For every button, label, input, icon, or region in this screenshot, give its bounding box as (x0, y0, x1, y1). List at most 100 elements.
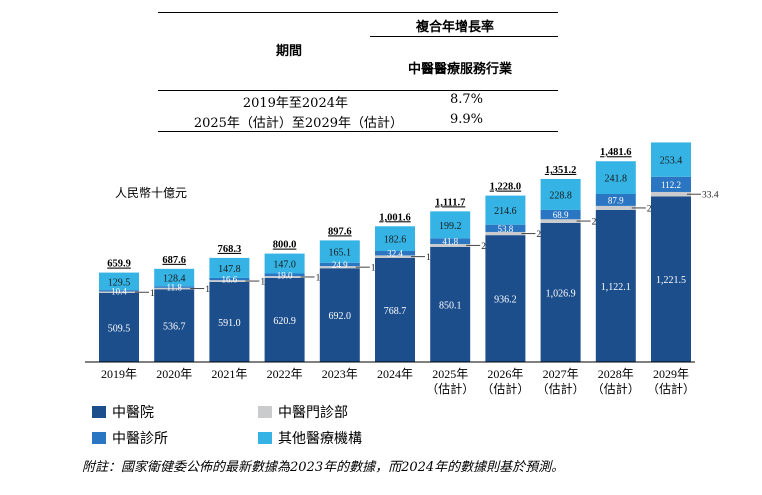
total-label: 1,351.2 (545, 165, 577, 176)
bar-segment (485, 235, 526, 362)
bar-segment (99, 292, 139, 362)
bar-segment (319, 266, 360, 269)
bar-segment (651, 191, 691, 197)
data-label: 936.2 (494, 295, 517, 306)
data-label: 87.9 (608, 195, 624, 205)
x-tick-sublabel: （估計） (592, 381, 640, 396)
footnote: 附註：國家衛健委公佈的最新數據為2023年的數據，而2024年的數據則基於預測。 (82, 460, 565, 475)
x-tick-label: 2028年 (598, 367, 634, 381)
data-label: 241.8 (605, 174, 628, 185)
bar-segment (540, 209, 581, 220)
data-label: 112.2 (661, 180, 681, 190)
bar-segment (595, 209, 636, 362)
legend-label: 中醫診所 (112, 431, 168, 447)
table-header-cagr: 複合年增長率 (416, 20, 495, 35)
data-label: 147.0 (273, 260, 296, 271)
x-tick-label: 2020年 (156, 367, 192, 381)
data-label: 620.9 (273, 316, 296, 327)
legend-swatch (258, 432, 272, 444)
bar-segment (595, 161, 636, 195)
data-label: 850.1 (439, 300, 462, 311)
data-label: 53.8 (498, 224, 514, 234)
bar-segment (430, 211, 471, 239)
x-tick-label: 2027年 (543, 367, 579, 381)
data-label: 11.8 (166, 283, 182, 293)
data-label: 16.6 (222, 275, 238, 285)
data-label: 228.8 (549, 190, 572, 201)
bar-segment (375, 226, 415, 252)
bar-segment (540, 219, 581, 223)
bar-segment (154, 287, 195, 290)
table-header-rule (370, 36, 558, 37)
bar-segment (595, 194, 636, 206)
bar-segment (375, 257, 415, 362)
bar-segment (651, 196, 691, 362)
data-label: 24.9 (332, 260, 348, 270)
data-label: 253.4 (660, 156, 683, 167)
bar-segment (99, 291, 139, 293)
data-label: 509.5 (108, 323, 131, 334)
total-label: 897.6 (328, 226, 352, 237)
bar-segment (264, 273, 305, 277)
data-label: 692.0 (329, 311, 352, 322)
bar-segment (595, 205, 636, 210)
total-label: 768.3 (218, 244, 242, 255)
total-label: 1,481.6 (600, 147, 632, 158)
data-label: 10.4 (111, 286, 127, 296)
x-tick-label: 2019年 (101, 367, 137, 381)
bar-segment (375, 251, 415, 256)
total-label: 659.9 (107, 259, 131, 270)
bar-segment (209, 280, 250, 282)
x-tick-label: 2026年 (487, 367, 523, 381)
data-label: 214.6 (494, 206, 517, 217)
data-label: 182.6 (384, 235, 407, 246)
x-tick-sublabel: （估計） (537, 381, 585, 396)
bar-segment (99, 290, 139, 292)
bar-segment (209, 277, 250, 281)
bar-segment (319, 240, 360, 263)
bar-segment (540, 222, 581, 362)
total-label: 1,111.7 (435, 197, 465, 208)
data-label: 591.0 (218, 318, 241, 329)
legend-label: 中醫門診部 (278, 405, 348, 421)
data-label: 129.5 (108, 277, 131, 288)
data-label: 33.4 (702, 191, 719, 201)
bar-segment (264, 276, 305, 278)
bar-segment (154, 268, 195, 287)
bar-segment (651, 176, 691, 192)
data-label: 536.7 (163, 322, 186, 333)
bar-segment (375, 255, 415, 258)
table-subheader: 中醫醫療服務行業 (408, 62, 513, 77)
bar-segment (264, 277, 305, 362)
table-row-period: 2025年（估計）至2029年（估計） (193, 116, 403, 131)
total-label: 1,001.6 (379, 212, 411, 223)
legend-swatch (258, 406, 272, 418)
bar-segment (540, 178, 581, 210)
x-axis-labels: 2019年 2020年 2021年 2022年 2023年 2024年 2025年（估計）2… (101, 367, 695, 396)
cagr-table: 期間 複合年增長率 中醫醫療服務行業 2019年至2024年 8.7% 2025… (158, 12, 558, 132)
table-row-rate: 9.9% (450, 112, 484, 127)
bar-segment (430, 244, 471, 247)
data-label: 19.0 (277, 270, 293, 280)
bar-segment (319, 268, 360, 362)
legend-label: 其他醫療機構 (278, 431, 362, 447)
x-tick-label: 2022年 (267, 367, 303, 381)
x-tick-label: 2023年 (322, 367, 358, 381)
table-header-period: 期間 (276, 44, 303, 59)
table-mid-rule (158, 90, 558, 91)
x-tick-label: 2024年 (377, 367, 413, 381)
legend-item-hospital: 中醫院 (92, 402, 154, 422)
data-label: 128.4 (163, 274, 186, 285)
x-tick-sublabel: （估計） (647, 381, 695, 396)
total-label: 800.0 (273, 240, 297, 251)
legend-swatch (92, 432, 106, 444)
bar-segment (209, 281, 250, 362)
data-label: 1,122.1 (601, 282, 631, 293)
unit-label: 人民幣十億元 (115, 186, 187, 200)
bar-segment (154, 286, 195, 288)
legend-label: 中醫院 (112, 405, 154, 421)
bar-segment (485, 231, 526, 236)
legend-swatch (92, 406, 106, 418)
table-bottom-rule (158, 131, 558, 132)
bar-segment (319, 262, 360, 267)
